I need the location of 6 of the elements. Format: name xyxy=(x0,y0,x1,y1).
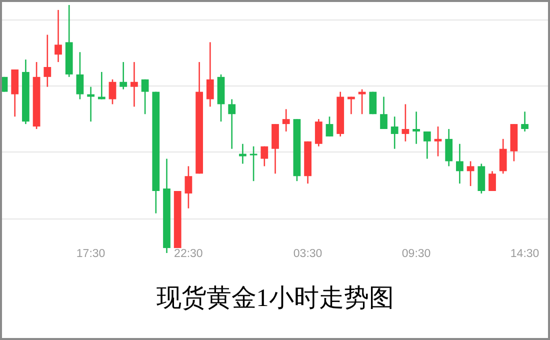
x-tick-label: 14:30 xyxy=(510,248,540,260)
x-tick-label: 03:30 xyxy=(293,248,322,260)
x-tick-label: 22:30 xyxy=(174,248,203,260)
x-tick-label: 17:30 xyxy=(76,248,106,260)
x-tick-label: 09:30 xyxy=(402,248,431,260)
text: 现货黄金1小时走势图 xyxy=(156,285,394,312)
